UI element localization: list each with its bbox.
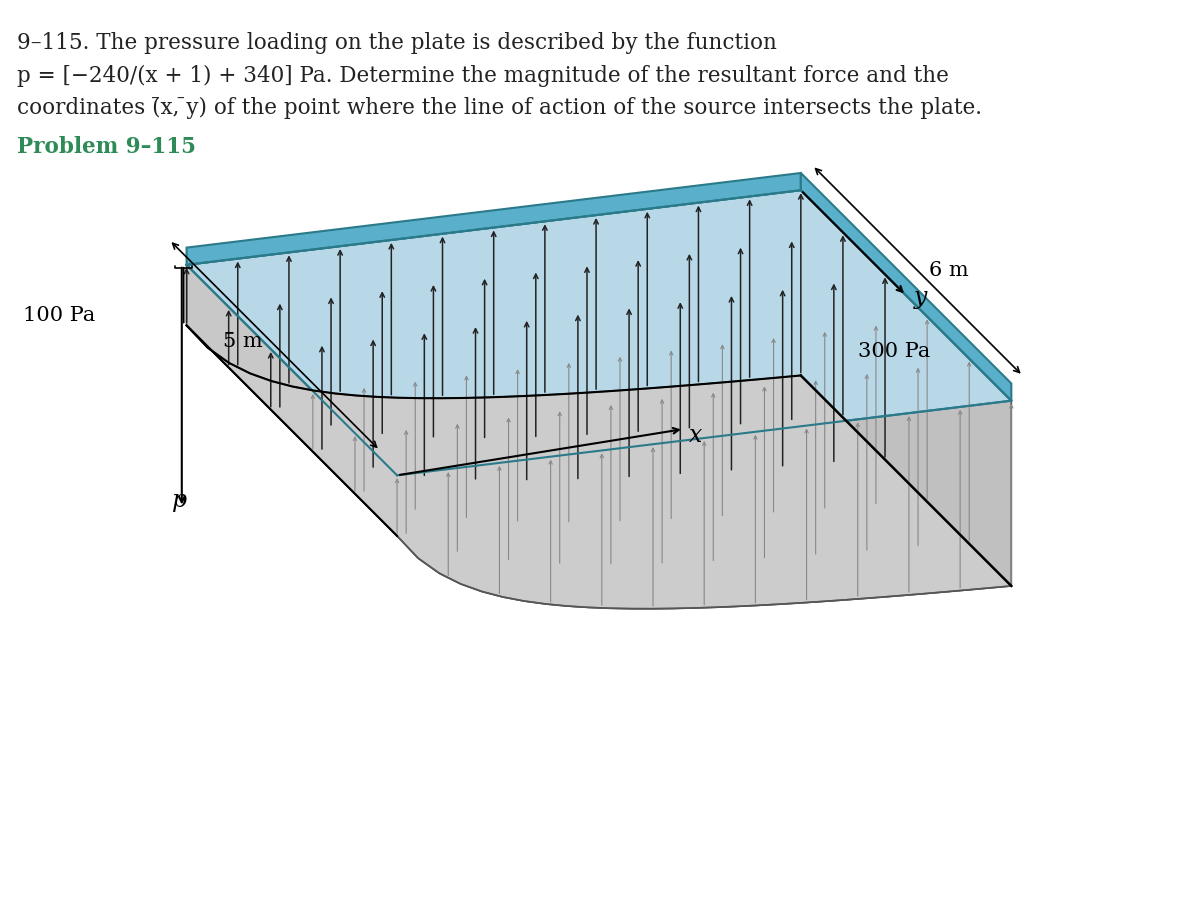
Text: p: p: [173, 489, 187, 512]
Polygon shape: [186, 173, 800, 265]
Polygon shape: [397, 401, 1012, 609]
Text: Problem 9–115: Problem 9–115: [17, 135, 197, 157]
Text: 9–115. The pressure loading on the plate is described by the function: 9–115. The pressure loading on the plate…: [17, 32, 778, 54]
Text: coordinates (̄x, ̄y) of the point where the line of action of the source interse: coordinates (̄x, ̄y) of the point where …: [17, 98, 983, 120]
Polygon shape: [800, 173, 1012, 401]
Text: y: y: [913, 286, 928, 309]
Polygon shape: [186, 325, 1012, 609]
Polygon shape: [800, 191, 1012, 586]
Text: p = [−240/(x + 1) + 340] Pa. Determine the magnitude of the resultant force and : p = [−240/(x + 1) + 340] Pa. Determine t…: [17, 64, 949, 87]
Text: x: x: [689, 425, 702, 448]
Text: 300 Pa: 300 Pa: [858, 342, 930, 361]
Text: 100 Pa: 100 Pa: [24, 307, 96, 325]
Text: 6 m: 6 m: [929, 261, 968, 280]
Text: 5 m: 5 m: [223, 332, 263, 351]
Polygon shape: [186, 191, 1012, 475]
Polygon shape: [186, 265, 397, 536]
